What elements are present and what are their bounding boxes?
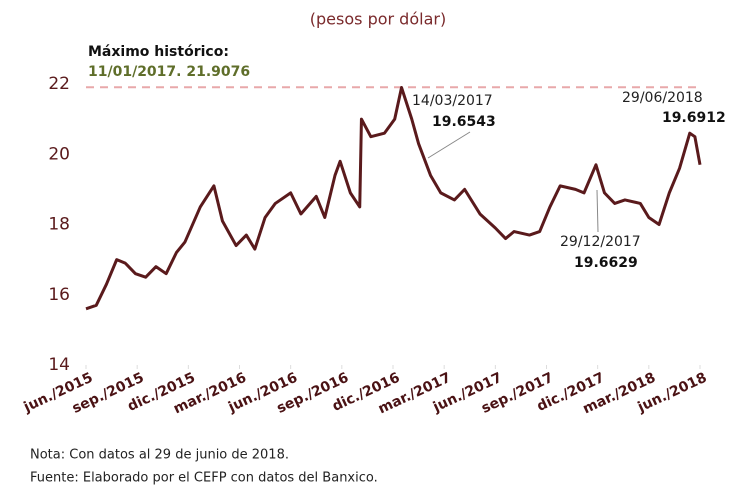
annotation-value: 19.6912: [662, 110, 726, 126]
y-tick-label: 20: [48, 144, 70, 164]
leader-line: [427, 131, 471, 159]
subtitle: (pesos por dólar): [310, 10, 446, 29]
annotation-date: 29/06/2018: [622, 90, 703, 106]
note: Fuente: Elaborado por el CEFP con datos …: [30, 471, 378, 486]
y-tick-label: 14: [48, 355, 70, 375]
leader-line: [596, 189, 599, 233]
series-line: [85, 86, 702, 311]
max-detail: 11/01/2017. 21.9076: [88, 64, 250, 80]
max-label: Máximo histórico:: [88, 44, 229, 60]
y-tick-label: 18: [48, 215, 70, 235]
y-tick-label: 22: [48, 74, 70, 94]
y-tick-label: 16: [48, 285, 70, 305]
annotation-date: 29/12/2017: [560, 234, 641, 250]
annotation-value: 19.6629: [574, 255, 638, 271]
annotation-date: 14/03/2017: [412, 93, 493, 109]
annotation-value: 19.6543: [432, 114, 496, 130]
note: Nota: Con datos al 29 de junio de 2018.: [30, 448, 289, 463]
